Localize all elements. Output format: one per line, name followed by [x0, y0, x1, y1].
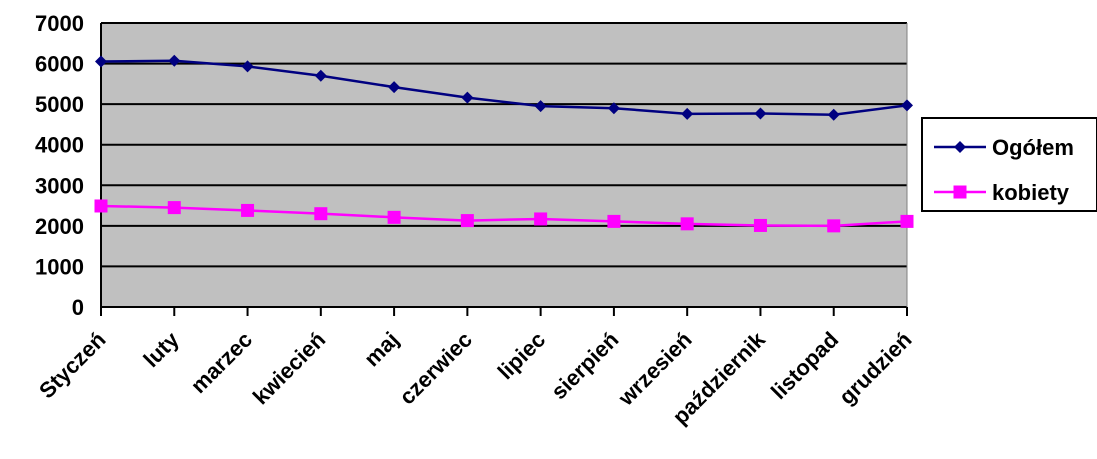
data-point	[534, 100, 547, 113]
y-tick-label: 3000	[35, 173, 84, 198]
data-point	[607, 102, 620, 115]
data-point	[314, 207, 328, 221]
series-lines	[94, 54, 914, 233]
axes	[100, 23, 908, 308]
x-tick-label: grudzień	[834, 327, 916, 409]
data-point	[754, 107, 767, 120]
data-point	[241, 203, 255, 217]
data-point	[680, 217, 694, 231]
legend: Ogółem kobiety	[921, 117, 1097, 212]
legend-marker	[954, 141, 966, 153]
x-tick-label: luty	[138, 326, 184, 372]
data-point	[607, 214, 621, 228]
y-tick-label: 1000	[35, 254, 84, 279]
x-tick-label: kwiecień	[248, 327, 331, 410]
gridlines	[101, 22, 907, 268]
data-point	[168, 54, 181, 67]
y-axis-ticks: 0 1000 2000 3000 4000 5000 6000 7000	[35, 11, 84, 320]
data-point	[314, 69, 327, 82]
data-point	[167, 201, 181, 215]
x-tick-label: sierpień	[546, 327, 623, 404]
legend-label: kobiety	[992, 180, 1070, 205]
y-tick-label: 6000	[35, 52, 84, 77]
series-Ogółem	[95, 54, 913, 121]
data-point	[94, 199, 108, 213]
data-point	[241, 60, 254, 73]
legend-label: Ogółem	[992, 135, 1074, 160]
data-point	[461, 91, 474, 104]
series-line	[100, 59, 908, 116]
x-tick-label: lipiec	[493, 327, 550, 384]
y-tick-label: 2000	[35, 214, 84, 239]
y-tick-label: 5000	[35, 92, 84, 117]
x-tick-label: maj	[359, 327, 403, 371]
data-point	[901, 99, 913, 112]
data-point	[95, 55, 107, 68]
data-point	[827, 219, 841, 233]
data-point	[900, 214, 914, 228]
y-tick-label: 4000	[35, 133, 84, 158]
x-tick-label: czerwiec	[394, 327, 477, 410]
data-point	[827, 108, 840, 121]
data-point	[753, 218, 767, 232]
data-point	[460, 214, 474, 228]
x-tick-label: Styczeń	[34, 327, 110, 403]
data-point	[681, 107, 694, 120]
x-tick-label: listopad	[766, 327, 843, 404]
data-point	[388, 81, 401, 94]
series-kobiety	[94, 199, 914, 233]
data-point	[387, 210, 401, 224]
legend-box	[921, 117, 1097, 212]
x-tick-label: marzec	[186, 327, 257, 398]
legend-marker	[953, 185, 967, 199]
y-tick-label: 0	[72, 295, 84, 320]
data-point	[534, 212, 548, 226]
plot-area	[101, 23, 907, 307]
series-line	[100, 204, 908, 228]
y-tick-label: 7000	[35, 11, 84, 36]
